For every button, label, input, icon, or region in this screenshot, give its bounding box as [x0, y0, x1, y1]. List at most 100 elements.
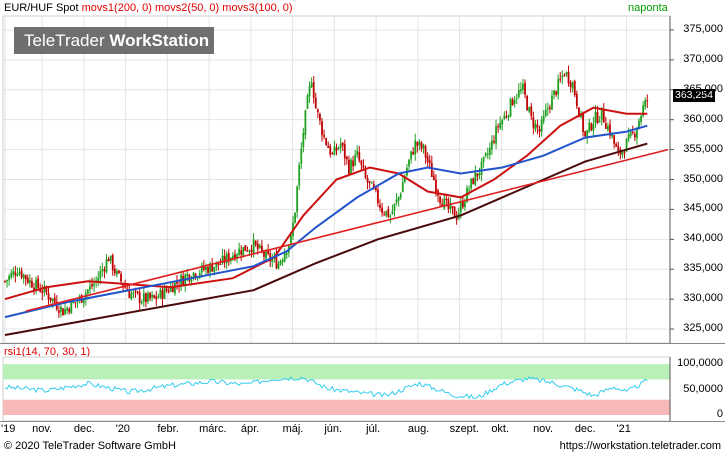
candle-body	[97, 277, 100, 283]
candle-body	[271, 259, 274, 263]
x-tick-label: márc.	[199, 423, 227, 435]
candle-body	[211, 263, 214, 272]
candle-body	[397, 197, 400, 201]
candle-body	[82, 298, 85, 304]
candle-body	[623, 152, 626, 154]
instrument-name: EUR/HUF Spot	[4, 2, 79, 14]
candle-body	[205, 266, 207, 270]
candle-body	[310, 83, 313, 88]
candle-body	[534, 123, 537, 130]
candle-body	[144, 293, 147, 303]
candle-body	[113, 268, 116, 274]
x-tick-label: nov.	[32, 423, 53, 435]
candle-body	[354, 154, 357, 166]
candle-body	[24, 275, 27, 280]
candle-body	[532, 117, 535, 128]
candle-body	[325, 138, 328, 145]
candle-body	[136, 291, 139, 294]
candle-body	[138, 292, 141, 303]
candle-body	[169, 286, 172, 292]
candle-body	[627, 134, 630, 140]
last-price-tag: 363,254	[673, 89, 715, 102]
candle-body	[575, 93, 578, 107]
candle-body	[151, 294, 154, 298]
candle-body	[403, 176, 406, 183]
candle-body	[186, 273, 189, 277]
candle-body	[107, 259, 110, 262]
candle-body	[22, 274, 25, 279]
rsi-tick-label: 50,0000	[683, 382, 723, 395]
candle-body	[551, 95, 553, 110]
candle-body	[130, 293, 133, 299]
candle-body	[642, 105, 645, 116]
candle-body	[644, 99, 647, 107]
watermark-logo: TeleTrader WorkStation	[14, 27, 214, 54]
candle-body	[41, 290, 44, 294]
candle-body	[14, 272, 17, 276]
candle-body	[234, 254, 236, 260]
movs3-line	[4, 124, 648, 319]
candle-body	[51, 298, 54, 301]
y-tick-label: 370,000	[683, 52, 723, 65]
candle-body	[360, 160, 363, 165]
candle-body	[542, 115, 545, 122]
study-movs3: movs3(100, 0)	[222, 2, 293, 14]
footer-link[interactable]: https://workstation.teletrader.com	[559, 440, 721, 452]
candle-body	[103, 269, 106, 272]
candle-body	[215, 261, 218, 268]
x-tick-label: okt.	[491, 423, 510, 435]
candle-body	[617, 146, 620, 152]
rsi-chart[interactable]	[0, 344, 725, 422]
candle-body	[72, 301, 75, 303]
candle-body	[314, 97, 317, 109]
candle-body	[578, 107, 580, 118]
candle-body	[316, 109, 319, 113]
candle-body	[366, 178, 369, 183]
candle-body	[62, 308, 64, 316]
candle-body	[418, 141, 421, 145]
candle-body	[443, 198, 446, 209]
candle-body	[176, 281, 178, 284]
copyright: © 2020 TeleTrader Software GmbH	[4, 440, 176, 452]
candle-body	[246, 250, 249, 252]
candle-body	[499, 122, 502, 129]
candle-body	[161, 290, 164, 300]
candle-body	[192, 272, 195, 278]
candle-body	[132, 292, 135, 294]
chart-header: EUR/HUF Spot movs1(200, 0) movs2(50, 0) …	[4, 2, 293, 14]
candle-body	[503, 115, 506, 120]
candle-body	[300, 148, 303, 164]
candle-body	[513, 99, 516, 104]
price-chart[interactable]	[0, 0, 725, 345]
candle-body	[592, 123, 595, 131]
candle-body	[115, 270, 118, 275]
x-tick-label: febr.	[157, 423, 179, 435]
rsi-bands	[3, 364, 670, 415]
candle-body	[269, 253, 272, 262]
candle-body	[517, 90, 520, 98]
candle-body	[147, 293, 149, 302]
candle-body	[615, 143, 618, 147]
candle-body	[345, 156, 348, 160]
candle-body	[33, 287, 35, 291]
candle-body	[99, 271, 102, 279]
candle-body	[638, 120, 640, 128]
candle-body	[590, 123, 593, 130]
candle-body	[10, 273, 13, 278]
candle-body	[493, 140, 495, 143]
candle-body	[200, 264, 203, 273]
rsi-line	[4, 376, 648, 400]
candle-body	[120, 273, 122, 282]
candle-body	[631, 131, 634, 133]
candle-body	[488, 147, 491, 155]
rsi-tick-label: 0	[716, 408, 723, 420]
candle-body	[441, 203, 444, 207]
candle-body	[555, 91, 558, 95]
footer: © 2020 TeleTrader Software GmbH https://…	[0, 439, 725, 456]
candle-body	[602, 108, 605, 123]
candle-body	[393, 203, 396, 211]
candle-body	[244, 245, 247, 251]
candle-body	[370, 182, 373, 184]
candle-body	[43, 286, 46, 292]
candle-body	[459, 202, 462, 213]
